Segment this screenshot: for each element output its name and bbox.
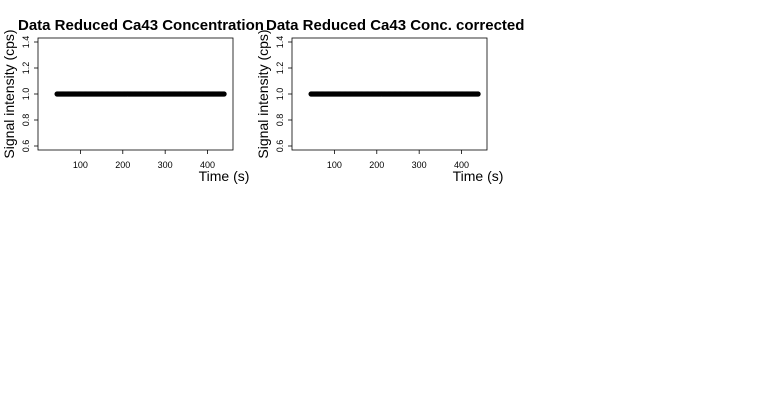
- chart-2-y-tick-label: 1.4: [275, 36, 285, 49]
- chart-2-ylabel: Signal intensity (cps): [255, 29, 271, 158]
- chart-1-ylabel: Signal intensity (cps): [1, 29, 17, 158]
- chart-2-y-ticks: 0.6 0.8 1.0 1.2 1.4: [275, 36, 292, 153]
- chart-2-x-tick-label: 200: [369, 160, 384, 170]
- chart-2-x-tick-label: 300: [412, 160, 427, 170]
- chart-2-y-tick-label: 1.2: [275, 62, 285, 75]
- chart-1-data-points: [54, 91, 227, 97]
- chart-1-y-ticks: 0.6 0.8 1.0 1.2 1.4: [21, 36, 38, 153]
- chart-1-title: Data Reduced Ca43 Concentration: [18, 17, 264, 34]
- chart-2-x-tick-label: 100: [327, 160, 342, 170]
- chart-1-y-tick-label: 0.8: [21, 114, 31, 127]
- chart-1-y-tick-label: 0.6: [21, 140, 31, 153]
- chart-1-data-point: [221, 91, 227, 97]
- chart-2-y-tick-label: 0.6: [275, 140, 285, 153]
- chart-2-y-tick-label: 1.0: [275, 88, 285, 101]
- chart-1-y-tick-label: 1.0: [21, 88, 31, 101]
- chart-2-x-ticks: 100 200 300 400: [327, 150, 469, 170]
- chart-1-y-tick-label: 1.2: [21, 62, 31, 75]
- chart-1-xlabel: Time (s): [199, 168, 250, 184]
- chart-panel-2: Data Reduced Ca43 Conc. corrected Signal…: [255, 17, 524, 184]
- chart-1-y-tick-label: 1.4: [21, 36, 31, 49]
- chart-2-data-points: [308, 91, 481, 97]
- chart-2-data-point: [475, 91, 481, 97]
- chart-1-x-tick-label: 200: [115, 160, 130, 170]
- chart-1-x-ticks: 100 200 300 400: [73, 150, 215, 170]
- chart-1-x-tick-label: 300: [158, 160, 173, 170]
- chart-2-x-tick-label: 400: [454, 160, 469, 170]
- chart-1-x-tick-label: 100: [73, 160, 88, 170]
- chart-2-xlabel: Time (s): [453, 168, 504, 184]
- chart-panel-1: Data Reduced Ca43 Concentration Signal i…: [1, 17, 264, 184]
- chart-1-x-tick-label: 400: [200, 160, 215, 170]
- chart-2-title: Data Reduced Ca43 Conc. corrected: [266, 17, 524, 34]
- chart-2-y-tick-label: 0.8: [275, 114, 285, 127]
